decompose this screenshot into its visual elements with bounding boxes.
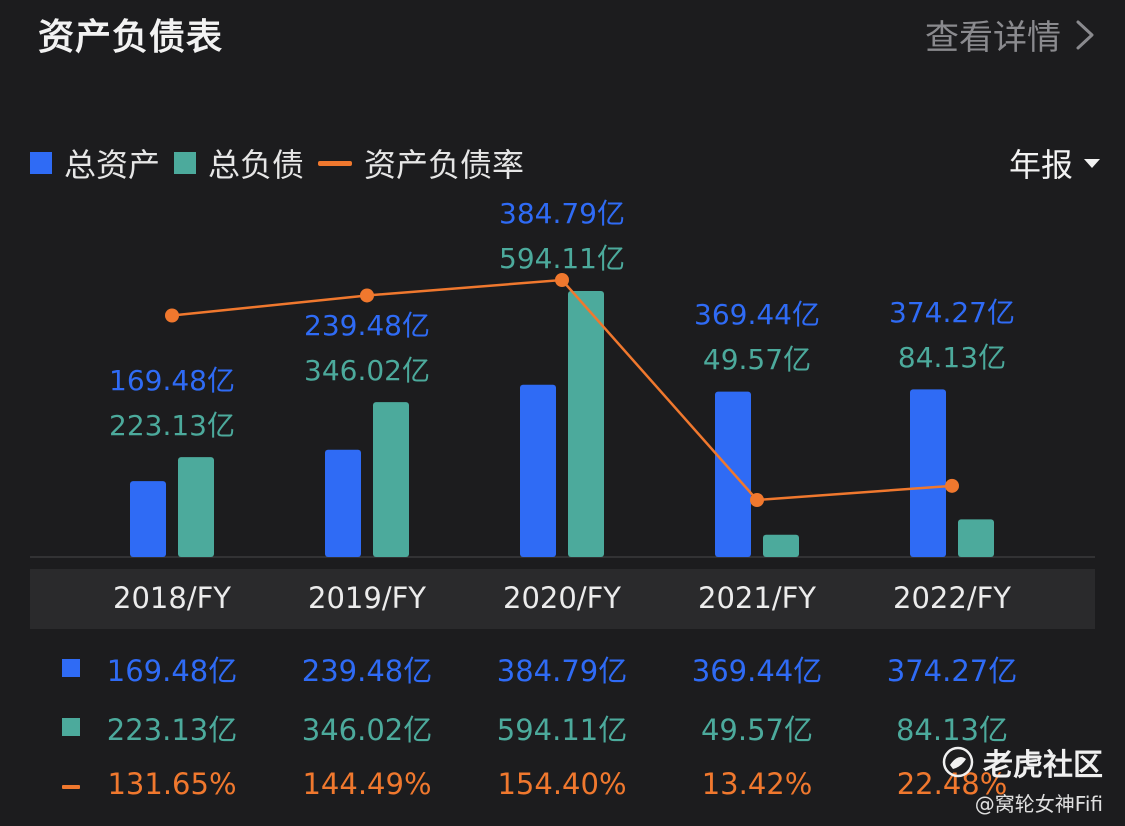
debt-ratio-point bbox=[945, 478, 959, 493]
debt-ratio-dash-icon bbox=[62, 785, 80, 789]
table-cell: 223.13亿 bbox=[106, 713, 238, 747]
header: 资产负债表 查看详情 bbox=[38, 8, 1095, 58]
table-row-total-assets: 169.48亿 239.48亿 384.79亿 369.44亿 374.27亿 bbox=[30, 638, 1095, 698]
tiger-logo-icon bbox=[942, 746, 974, 778]
bar-total-liabilities bbox=[373, 402, 409, 557]
legend-swatch bbox=[174, 152, 197, 174]
table-header-cell: 2022/FY bbox=[893, 581, 1011, 615]
table-header-cell: 2018/FY bbox=[113, 581, 231, 615]
bar-total-assets bbox=[130, 481, 166, 557]
legend-label: 总资产 bbox=[64, 146, 161, 184]
legend-swatch bbox=[30, 152, 52, 174]
bar-total-liabilities bbox=[958, 519, 994, 557]
debt-ratio-point bbox=[555, 273, 569, 287]
table-cell: 369.44亿 bbox=[691, 654, 823, 688]
table-cell: 374.27亿 bbox=[886, 654, 1018, 688]
watermark-handle: @窝轮女神Fifi bbox=[974, 792, 1103, 816]
data-label-total-liabilities: 594.11亿 bbox=[499, 242, 625, 275]
table-cell: 22.48% bbox=[896, 767, 1008, 801]
page-title: 资产负债表 bbox=[38, 17, 224, 58]
bar-total-assets bbox=[325, 449, 361, 557]
legend-label: 总负债 bbox=[208, 146, 305, 184]
table-header-cell: 2021/FY bbox=[698, 581, 816, 615]
view-details-link[interactable]: 查看详情 bbox=[925, 10, 1095, 59]
legend-item-debt-ratio[interactable]: 资产负债率 bbox=[318, 140, 524, 186]
view-details-label: 查看详情 bbox=[925, 18, 1061, 58]
debt-ratio-point bbox=[360, 288, 374, 303]
data-label-total-assets: 384.79亿 bbox=[499, 197, 625, 230]
bar-total-liabilities bbox=[568, 291, 604, 557]
caret-down-icon bbox=[1084, 159, 1100, 168]
table-header-cell: 2019/FY bbox=[308, 581, 426, 615]
debt-ratio-point bbox=[165, 308, 179, 323]
data-label-total-liabilities: 223.13亿 bbox=[109, 409, 235, 442]
table-cell: 239.48亿 bbox=[301, 654, 433, 688]
data-label-total-liabilities: 84.13亿 bbox=[898, 341, 1006, 374]
table-cell: 131.65% bbox=[107, 767, 237, 801]
debt-ratio-line bbox=[171, 278, 953, 502]
table-header-cell: 2020/FY bbox=[503, 581, 621, 615]
data-label-total-liabilities: 49.57亿 bbox=[703, 343, 811, 376]
chart-plot: 169.48亿 223.13亿 239.48亿 346.02亿 384.79亿 594.1… bbox=[30, 197, 1095, 558]
debt-ratio-point bbox=[750, 493, 764, 507]
period-label: 年报 bbox=[1008, 146, 1073, 184]
data-label-total-assets: 169.48亿 bbox=[109, 364, 235, 397]
bar-total-assets bbox=[520, 384, 556, 557]
watermark-brand-text: 老虎社区 bbox=[983, 748, 1103, 783]
data-label-total-assets: 374.27亿 bbox=[889, 296, 1015, 329]
total-liabilities-square-icon bbox=[62, 718, 80, 736]
chevron-right-icon bbox=[1076, 20, 1094, 49]
table-cell: 346.02亿 bbox=[301, 713, 433, 747]
legend-item-total-liabilities[interactable]: 总负债 bbox=[174, 140, 304, 186]
table-cell: 144.49% bbox=[302, 767, 432, 801]
period-selector[interactable]: 年报 bbox=[1009, 140, 1101, 186]
data-label-total-assets: 369.44亿 bbox=[694, 298, 820, 331]
data-label-total-liabilities: 346.02亿 bbox=[304, 354, 430, 387]
chart-legend: 总资产 总负债 资产负债率 bbox=[30, 140, 538, 186]
legend-swatch bbox=[318, 160, 353, 166]
table-cell: 13.42% bbox=[701, 767, 813, 801]
bar-total-liabilities bbox=[178, 457, 214, 557]
table-cell: 49.57亿 bbox=[700, 713, 814, 747]
table-cell: 169.48亿 bbox=[106, 654, 238, 688]
table-cell: 84.13亿 bbox=[895, 713, 1009, 747]
bar-total-liabilities bbox=[763, 534, 799, 557]
data-label-total-assets: 239.48亿 bbox=[304, 309, 430, 342]
table-cell: 384.79亿 bbox=[496, 654, 628, 688]
data-table: 2018/FY 2019/FY 2020/FY 2021/FY 2022/FY 169.… bbox=[30, 569, 1095, 826]
watermark: 老虎社区 @窝轮女神Fifi bbox=[941, 740, 1103, 817]
table-cell: 154.40% bbox=[497, 767, 627, 801]
table-cell: 594.11亿 bbox=[496, 713, 628, 747]
legend-label: 资产负债率 bbox=[364, 146, 525, 184]
bar-total-assets bbox=[910, 389, 946, 557]
table-row-debt-ratio: 131.65% 144.49% 154.40% 13.42% 22.48% bbox=[30, 757, 1095, 817]
table-row-total-liabilities: 223.13亿 346.02亿 594.11亿 49.57亿 84.13亿 bbox=[30, 697, 1095, 757]
watermark-brand: 老虎社区 bbox=[941, 740, 1103, 784]
total-assets-square-icon bbox=[62, 659, 80, 677]
table-header-row: 2018/FY 2019/FY 2020/FY 2021/FY 2022/FY bbox=[30, 569, 1095, 629]
legend-item-total-assets[interactable]: 总资产 bbox=[30, 140, 160, 186]
